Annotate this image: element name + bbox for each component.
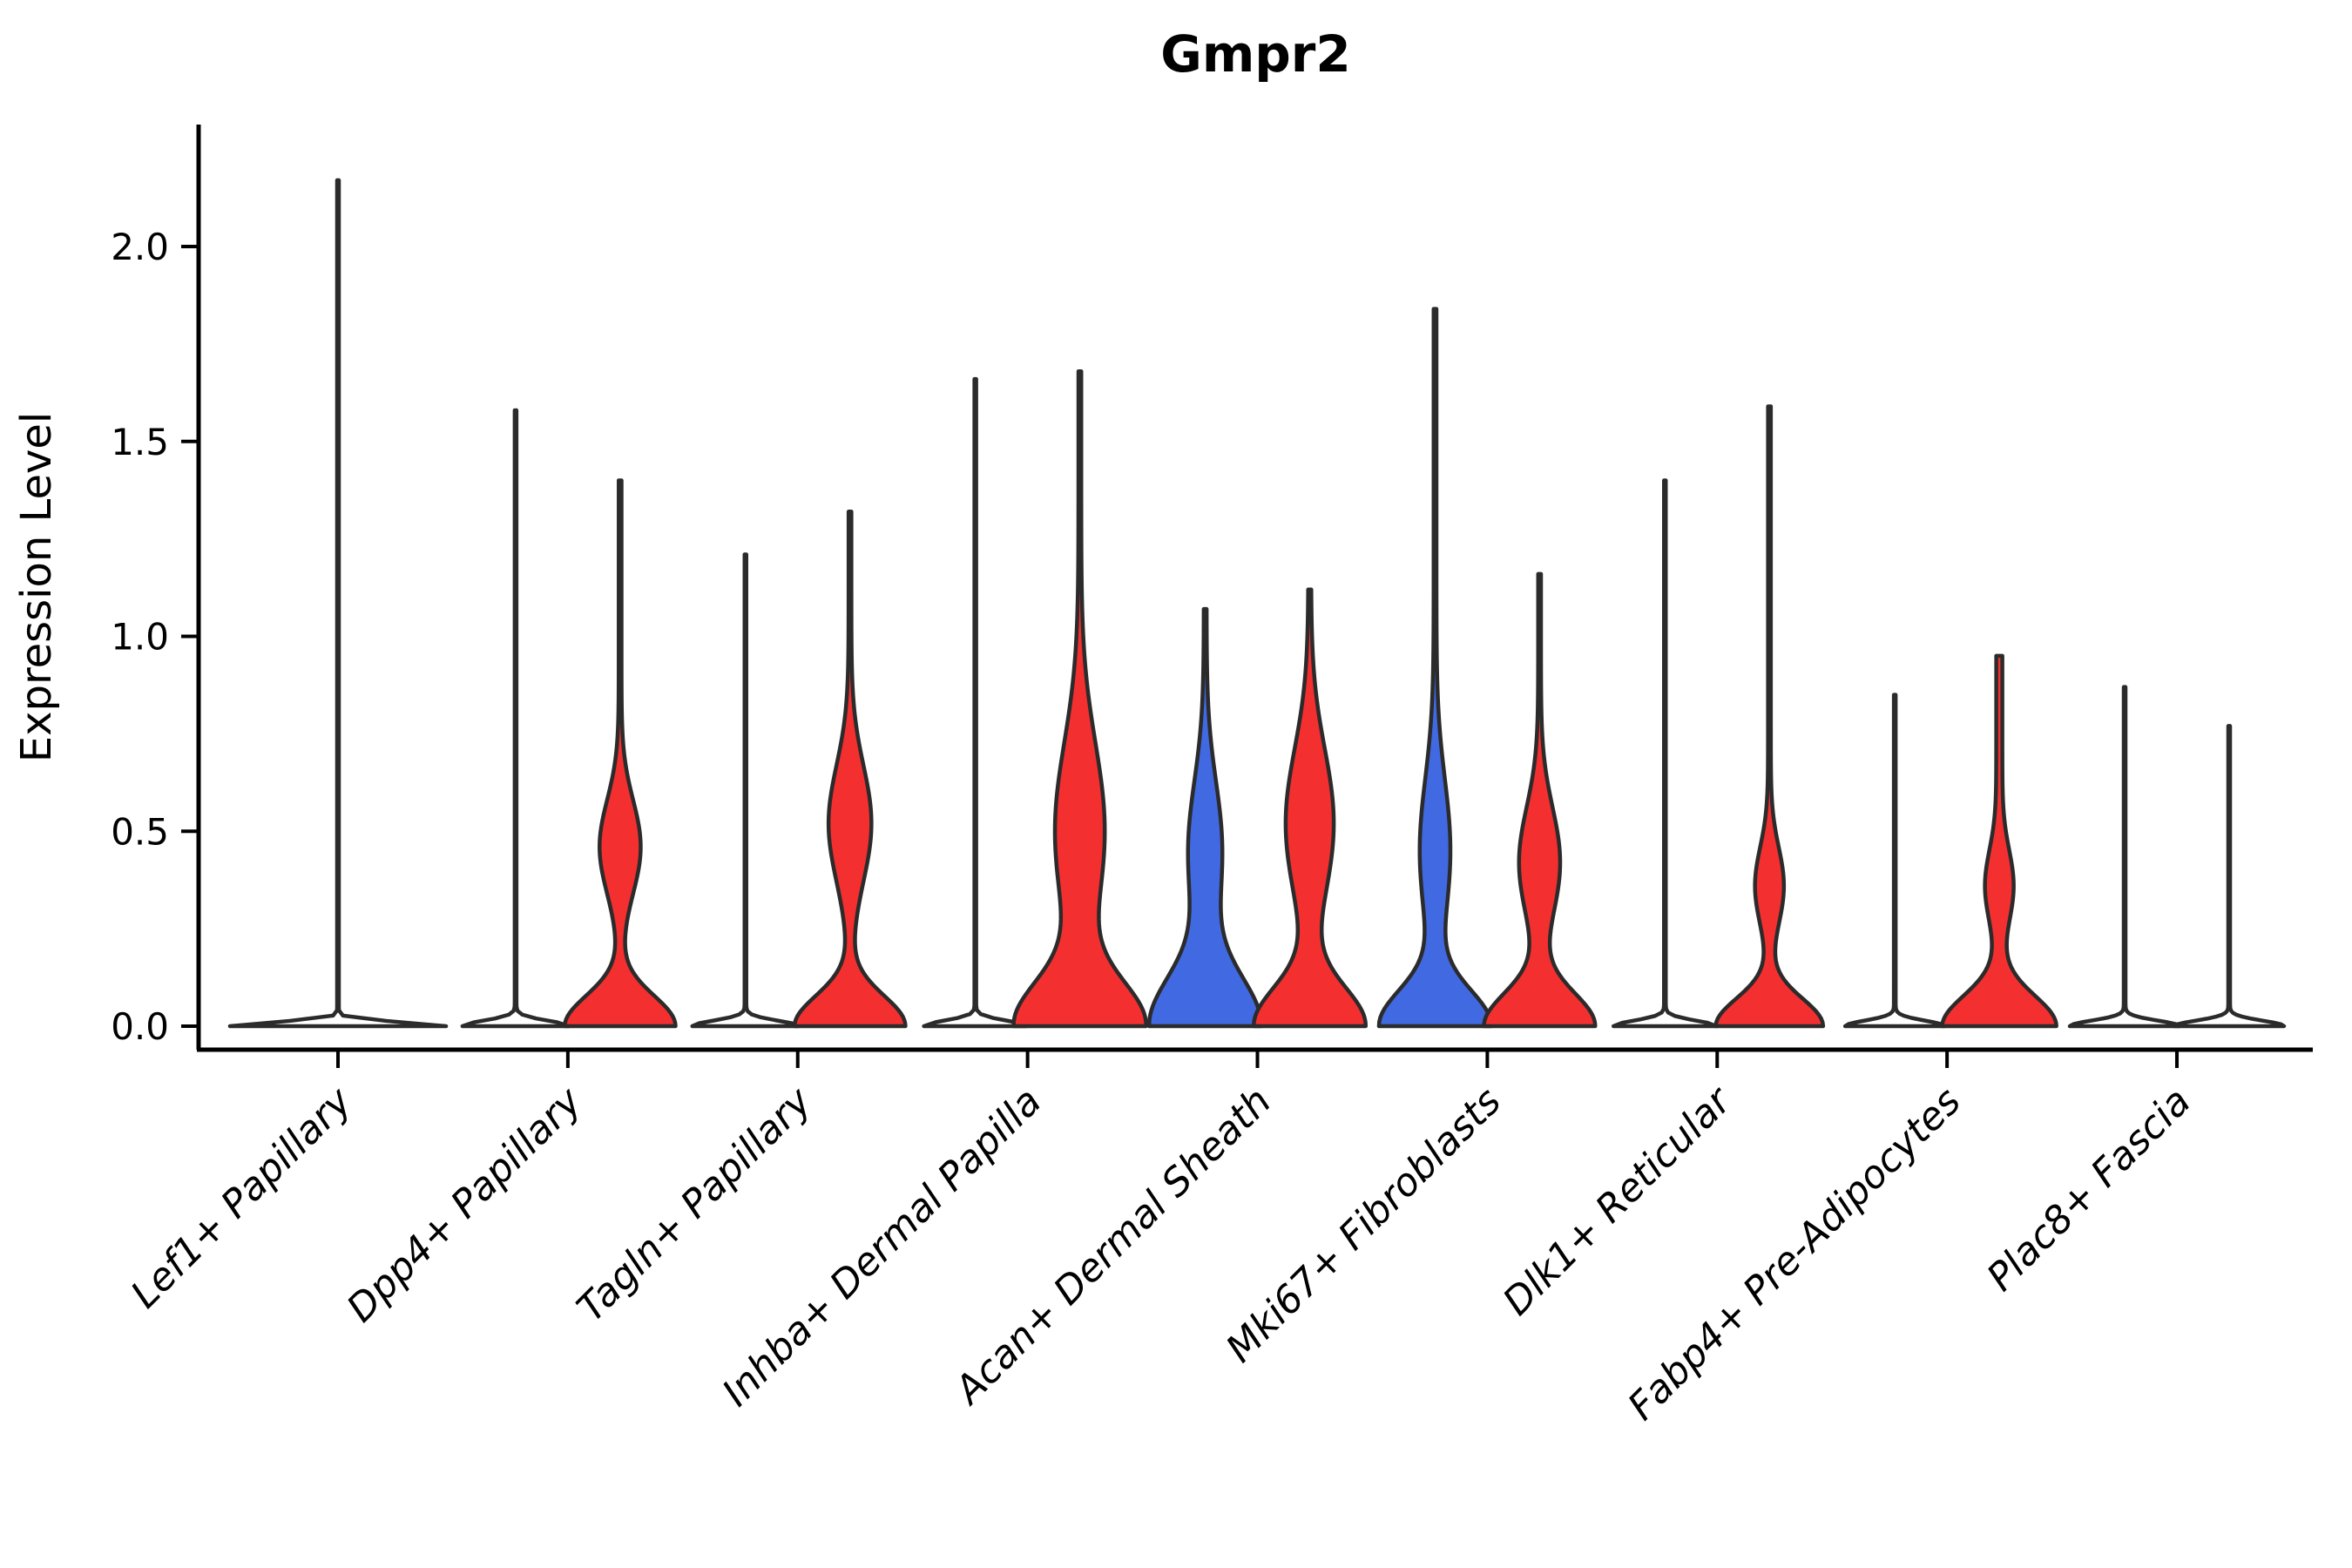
y-tick-label-1.0: 1.0 <box>111 616 169 659</box>
y-axis-label: Expression Level <box>12 412 61 763</box>
violin-dlk1-reticular-right <box>1713 404 1826 1029</box>
y-tick-label-1.5: 1.5 <box>111 421 169 463</box>
violin-mki67-fibroblasts-left <box>1376 307 1494 1029</box>
x-tick-label-dlk1-reticular: Dlk1+ Reticular <box>1495 1078 1741 1324</box>
x-tick-label-plac8-fascia: Plac8+ Fascia <box>1978 1079 2199 1300</box>
x-tick-label-dpp4-papillary: Dpp4+ Papillary <box>339 1078 591 1331</box>
violin-tagln-papillary-left <box>690 552 801 1029</box>
violin-mki67-fibroblasts-right <box>1482 571 1598 1029</box>
violin-plac8-fascia-left <box>2067 685 2182 1029</box>
violin-fabp4-pre-adipocytes-left <box>1842 693 1947 1029</box>
violin-plac8-fascia-right <box>2172 724 2287 1029</box>
y-tick-label-2.0: 2.0 <box>111 226 169 268</box>
violin-inhba-dermal-papilla-right <box>1011 368 1148 1029</box>
violin-lef1-papillary-center <box>227 178 449 1029</box>
violin-dpp4-papillary-left <box>460 408 571 1029</box>
violin-fabp4-pre-adipocytes-right <box>1940 653 2058 1029</box>
x-tick-label-tagln-papillary: Tagln+ Papillary <box>569 1078 821 1330</box>
violin-dlk1-reticular-left <box>1612 478 1719 1029</box>
y-tick-label-0.5: 0.5 <box>111 810 169 853</box>
chart-title: Gmpr2 <box>1160 24 1351 84</box>
violin-acan-dermal-sheath-left <box>1146 606 1264 1029</box>
violin-acan-dermal-sheath-right <box>1252 587 1368 1029</box>
x-tick-label-lef1-papillary: Lef1+ Papillary <box>123 1078 362 1317</box>
violin-tagln-papillary-right <box>792 510 908 1029</box>
violin-inhba-dermal-papilla-left <box>922 376 1029 1029</box>
y-tick-label-0.0: 0.0 <box>111 1005 169 1048</box>
violin-dpp4-papillary-right <box>563 478 678 1029</box>
